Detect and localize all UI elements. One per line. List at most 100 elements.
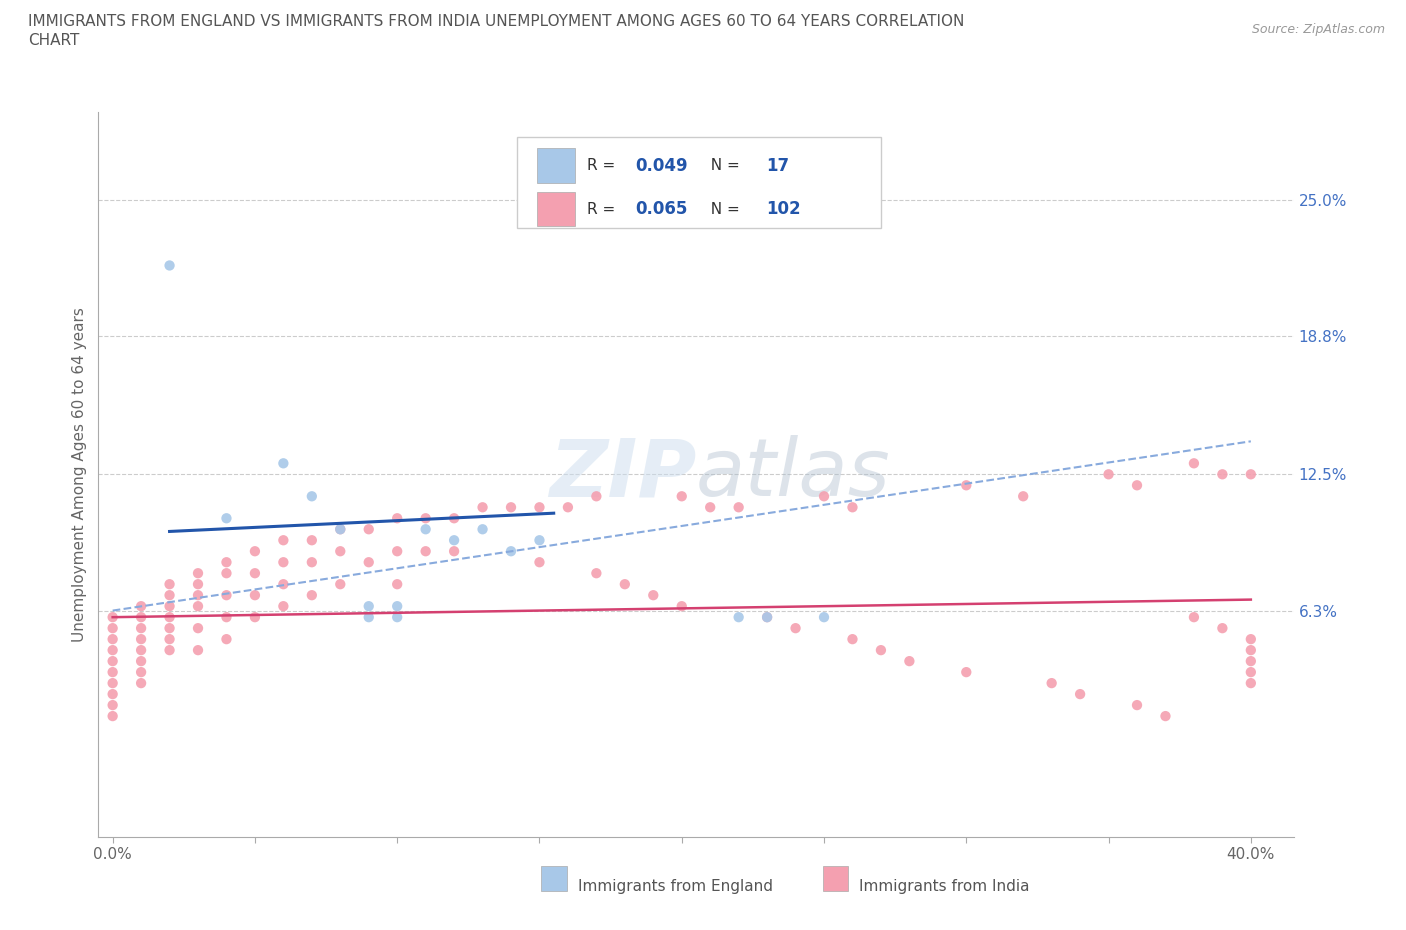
Point xyxy=(301,588,323,603)
Point xyxy=(1211,467,1233,482)
Point xyxy=(357,555,380,570)
Point xyxy=(129,599,152,614)
Text: 102: 102 xyxy=(766,200,801,218)
Point xyxy=(415,511,437,525)
Text: ZIP: ZIP xyxy=(548,435,696,513)
Point xyxy=(841,631,863,646)
Point xyxy=(1069,686,1091,701)
Point xyxy=(243,544,266,559)
Point xyxy=(301,555,323,570)
Point xyxy=(385,599,409,614)
Text: N =: N = xyxy=(700,202,744,217)
Point xyxy=(101,698,124,712)
Point xyxy=(101,686,124,701)
Point xyxy=(159,577,181,591)
Point xyxy=(329,544,352,559)
Point xyxy=(101,620,124,635)
Point xyxy=(557,499,579,514)
Point xyxy=(785,620,807,635)
Point xyxy=(443,511,465,525)
Point xyxy=(415,544,437,559)
Point xyxy=(129,665,152,680)
Point xyxy=(643,588,665,603)
Point xyxy=(101,654,124,669)
Point xyxy=(101,709,124,724)
Point xyxy=(813,489,835,504)
Point xyxy=(1012,489,1035,504)
Point xyxy=(1040,676,1063,691)
Point xyxy=(101,610,124,625)
Point xyxy=(585,565,607,580)
Point xyxy=(273,599,295,614)
Point xyxy=(159,631,181,646)
Point xyxy=(187,588,209,603)
Point xyxy=(1240,643,1263,658)
Point xyxy=(129,676,152,691)
Point xyxy=(273,577,295,591)
Point xyxy=(1240,467,1263,482)
FancyBboxPatch shape xyxy=(537,148,575,183)
Point xyxy=(215,588,238,603)
FancyBboxPatch shape xyxy=(517,137,882,228)
Point xyxy=(727,499,749,514)
Point xyxy=(187,577,209,591)
Text: atlas: atlas xyxy=(696,435,891,513)
Point xyxy=(215,610,238,625)
Text: 0.049: 0.049 xyxy=(636,156,688,175)
Point xyxy=(187,620,209,635)
Point xyxy=(443,533,465,548)
Point xyxy=(329,522,352,537)
Point xyxy=(215,555,238,570)
Text: 17: 17 xyxy=(766,156,790,175)
Point xyxy=(471,522,494,537)
Point xyxy=(159,258,181,272)
Point xyxy=(529,499,551,514)
Point xyxy=(1097,467,1119,482)
Point xyxy=(870,643,893,658)
Point xyxy=(273,533,295,548)
Point xyxy=(101,676,124,691)
Point xyxy=(129,631,152,646)
Point xyxy=(329,522,352,537)
Point xyxy=(187,565,209,580)
Y-axis label: Unemployment Among Ages 60 to 64 years: Unemployment Among Ages 60 to 64 years xyxy=(72,307,87,642)
Point xyxy=(301,489,323,504)
Point xyxy=(415,522,437,537)
Point xyxy=(756,610,779,625)
Point xyxy=(243,588,266,603)
Text: R =: R = xyxy=(588,202,620,217)
Point xyxy=(898,654,921,669)
Point xyxy=(129,643,152,658)
FancyBboxPatch shape xyxy=(537,192,575,226)
Point xyxy=(273,555,295,570)
Point xyxy=(159,610,181,625)
Point xyxy=(101,643,124,658)
Point xyxy=(215,565,238,580)
Point xyxy=(529,555,551,570)
Point xyxy=(273,456,295,471)
Point xyxy=(385,544,409,559)
Point xyxy=(1126,698,1149,712)
Point xyxy=(471,499,494,514)
Text: IMMIGRANTS FROM ENGLAND VS IMMIGRANTS FROM INDIA UNEMPLOYMENT AMONG AGES 60 TO 6: IMMIGRANTS FROM ENGLAND VS IMMIGRANTS FR… xyxy=(28,14,965,29)
Point xyxy=(1240,676,1263,691)
Point xyxy=(1240,654,1263,669)
Point xyxy=(215,511,238,525)
Point xyxy=(129,610,152,625)
Text: CHART: CHART xyxy=(28,33,80,47)
Point xyxy=(699,499,721,514)
Point xyxy=(955,665,977,680)
Point xyxy=(1182,610,1205,625)
Point xyxy=(385,610,409,625)
Text: N =: N = xyxy=(700,158,744,173)
Point xyxy=(1211,620,1233,635)
Point xyxy=(671,599,693,614)
Point xyxy=(813,610,835,625)
Point xyxy=(243,610,266,625)
Point xyxy=(129,620,152,635)
Point xyxy=(529,533,551,548)
Point xyxy=(585,489,607,504)
Point xyxy=(1154,709,1177,724)
Point xyxy=(159,588,181,603)
Point xyxy=(101,631,124,646)
